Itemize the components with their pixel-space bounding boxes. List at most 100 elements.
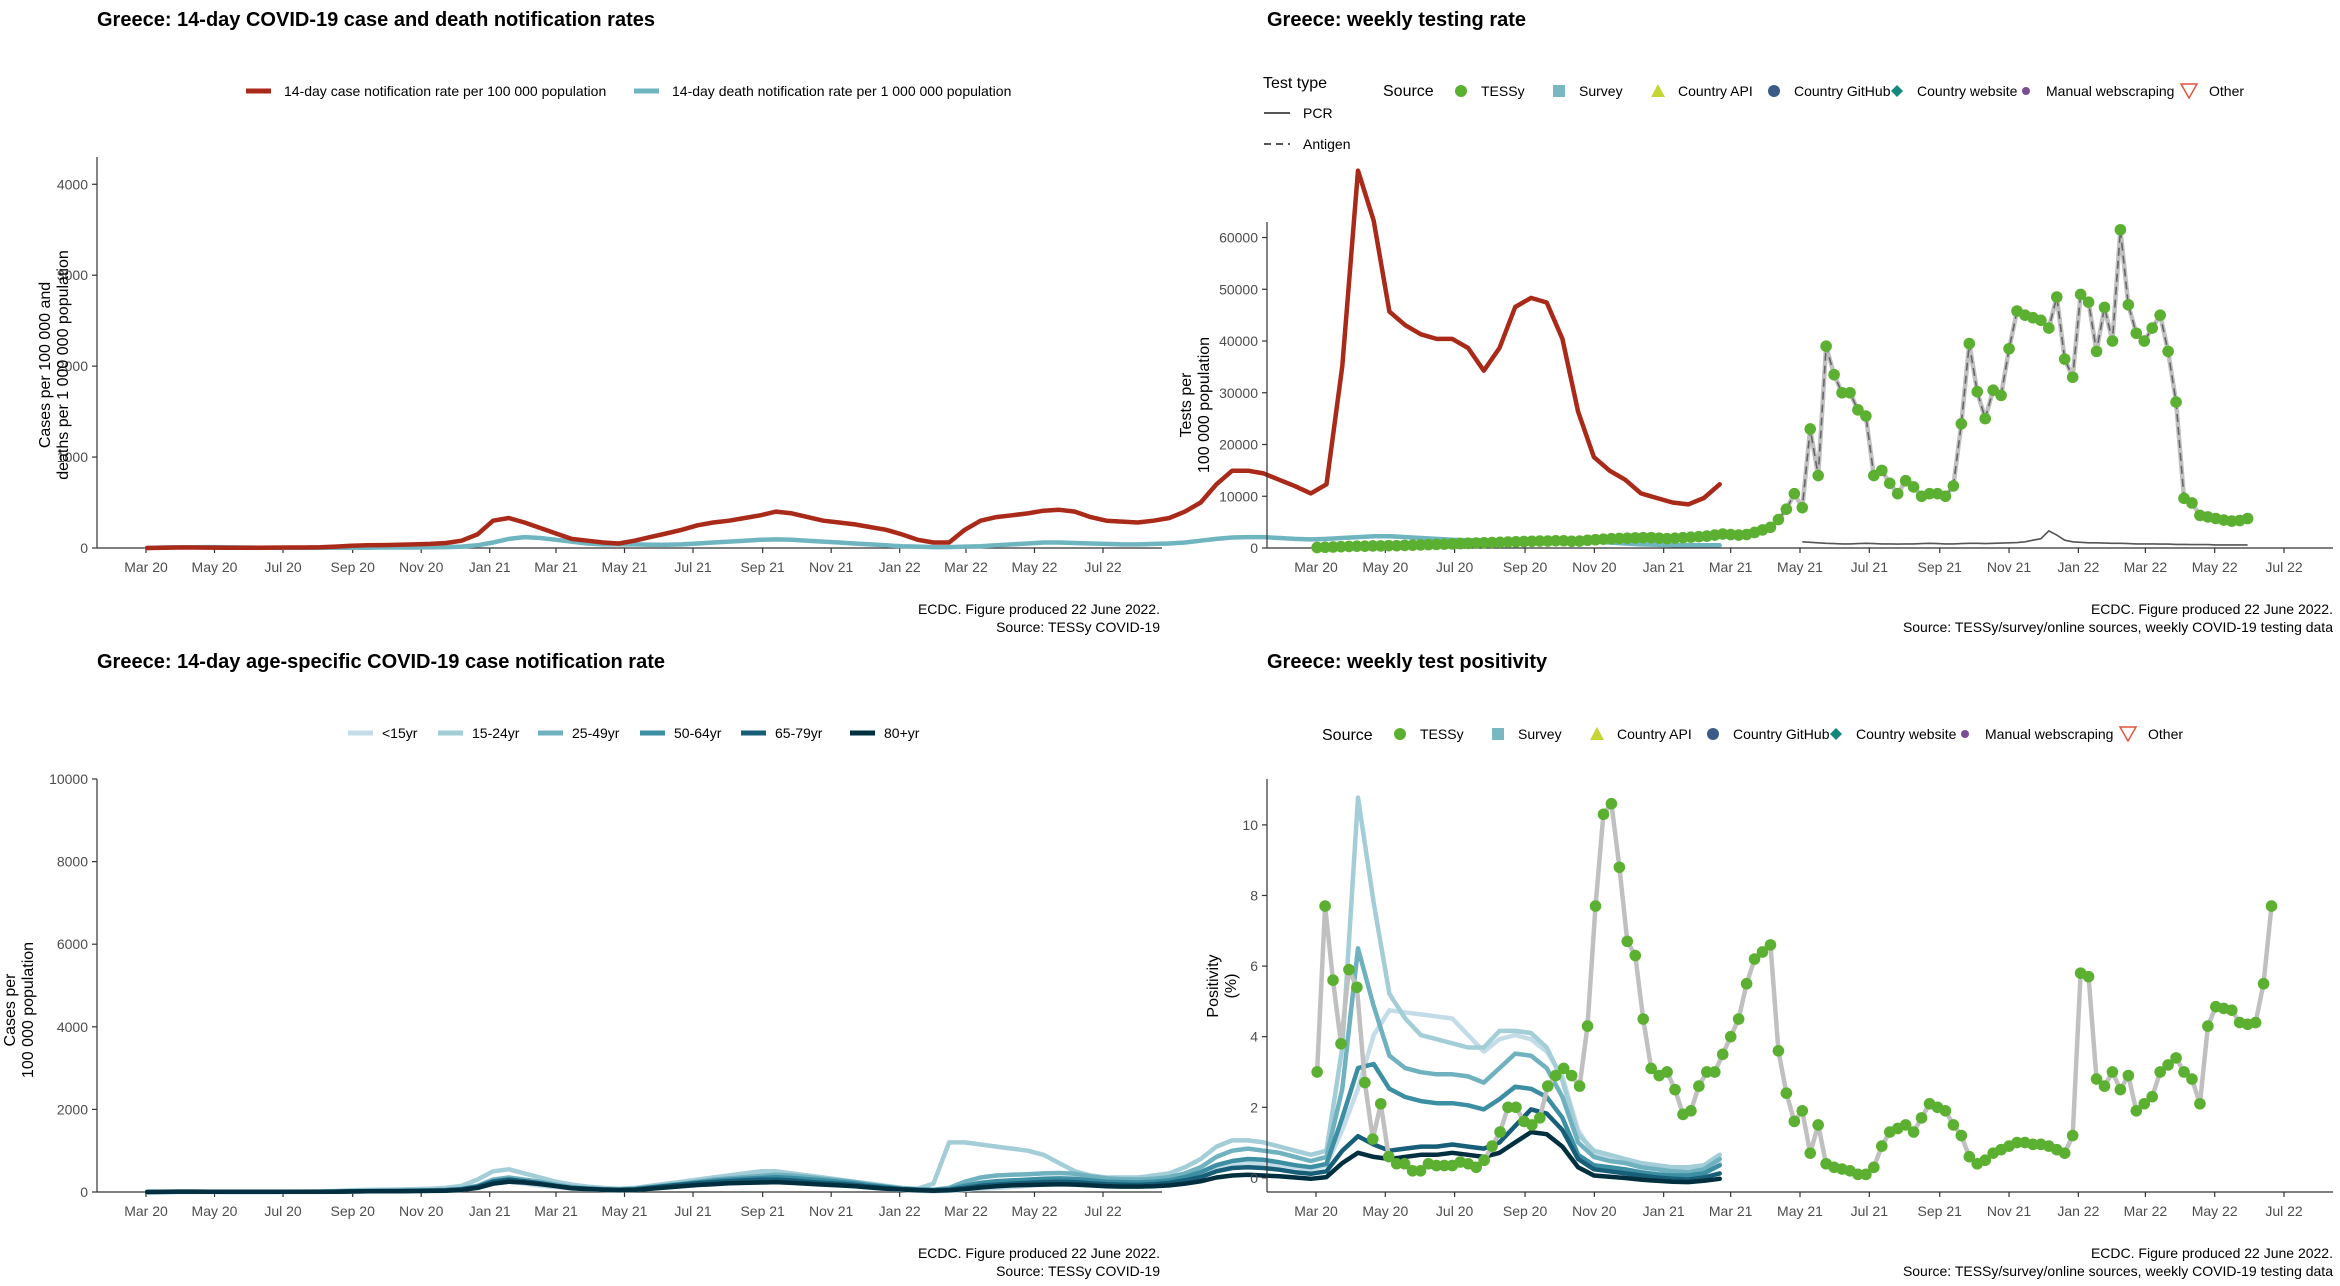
x-tick-label: May 22 xyxy=(1012,559,1058,575)
panel-testing-rate: Greece: weekly testing rate Test type PC… xyxy=(1178,9,2333,635)
data-point xyxy=(1947,1119,1960,1131)
panel2-ylabel-line1: Tests per xyxy=(1178,372,1195,438)
legend-label-15-24yr: 15-24yr xyxy=(472,725,520,741)
y-tick-label: 1000 xyxy=(57,449,88,465)
data-point xyxy=(1398,1157,1411,1170)
y-tick-label: 4000 xyxy=(57,1019,88,1035)
x-tick-label: Mar 22 xyxy=(2124,559,2168,575)
data-point xyxy=(1685,1105,1697,1117)
data-point xyxy=(1557,1062,1570,1075)
panel4-legend-sources: TESSy Survey Country API Country GitHub Coun… xyxy=(1394,726,2183,743)
data-point xyxy=(1883,477,1896,490)
series-line-80-yr xyxy=(144,1129,1722,1195)
x-tick-label: Mar 20 xyxy=(124,559,168,575)
data-point xyxy=(2114,223,2127,236)
legend-label-manual-webscraping: Manual webscraping xyxy=(1985,726,2113,742)
y-tick-label: 10 xyxy=(1242,817,1258,833)
y-tick-label: 0 xyxy=(80,540,88,556)
x-tick-label: Nov 21 xyxy=(809,559,854,575)
data-point xyxy=(2003,342,2015,355)
x-tick-label: Jul 22 xyxy=(2265,559,2303,575)
data-point xyxy=(1740,977,1753,990)
data-point xyxy=(2178,1066,2190,1078)
panel4-ylabel-line1: Positivity xyxy=(1205,954,1222,1017)
data-point xyxy=(2090,1073,2103,1085)
x-tick-label: Jul 22 xyxy=(1084,1203,1122,1219)
x-tick-label: Nov 20 xyxy=(399,559,444,575)
data-point xyxy=(1820,340,1832,352)
data-point xyxy=(1510,1101,1522,1114)
data-point xyxy=(2138,335,2151,347)
x-tick-label: Mar 20 xyxy=(1294,559,1338,575)
data-point xyxy=(1701,1066,1713,1078)
data-point xyxy=(1351,981,1363,994)
data-point xyxy=(1526,1119,1538,1131)
panel2-legend: Test type PCR Antigen Source TESSy Survey… xyxy=(1263,75,2244,152)
data-point xyxy=(2122,1069,2135,1082)
panel2-legend-sources: TESSy Survey Country API Country GitHub Coun… xyxy=(1455,83,2244,100)
panel1-caption-line2: Source: TESSy COVID-19 xyxy=(996,619,1160,635)
x-tick-label: Mar 22 xyxy=(2124,1203,2168,1219)
panel3-axes: 0 2000 4000 6000 8000 10000 Mar 20 May 20 Jul 20… xyxy=(49,771,1162,1219)
data-point xyxy=(1915,1112,1928,1124)
data-point xyxy=(2058,1147,2071,1159)
x-tick-label: Jul 21 xyxy=(674,1203,712,1219)
panel2-title: Greece: weekly testing rate xyxy=(1267,9,1526,31)
data-point xyxy=(2146,322,2159,334)
panel-age-specific-rates: Greece: 14-day age-specific COVID-19 cas… xyxy=(2,651,1722,1279)
data-point xyxy=(2106,335,2119,347)
x-tick-label: Jan 21 xyxy=(469,1203,511,1219)
data-point xyxy=(1876,1140,1888,1152)
x-tick-label: May 21 xyxy=(1777,1203,1823,1219)
legend-label-50-64yr: 50-64yr xyxy=(674,725,722,741)
x-tick-label: Jan 22 xyxy=(2057,1203,2099,1219)
data-point xyxy=(2249,1016,2262,1029)
y-tick-label: 4 xyxy=(1250,1029,1258,1045)
data-point xyxy=(2122,298,2135,311)
legend-key-other xyxy=(2118,726,2138,743)
panel4-plot-area xyxy=(1311,797,2278,1181)
x-tick-label: Sep 21 xyxy=(1918,559,1963,575)
data-point xyxy=(2011,1136,2023,1149)
x-tick-label: Jul 20 xyxy=(264,1203,302,1219)
data-point xyxy=(1804,1147,1817,1159)
data-point xyxy=(1979,412,1991,425)
panel2-ylabel-line2: 100 000 population xyxy=(1196,337,1213,473)
data-point xyxy=(1971,385,1984,398)
panel3-caption-line1: ECDC. Figure produced 22 June 2022. xyxy=(918,1245,1160,1261)
data-point xyxy=(1772,1045,1785,1057)
x-tick-label: Nov 21 xyxy=(809,1203,854,1219)
y-tick-label: 60000 xyxy=(1219,230,1258,246)
x-tick-label: Sep 21 xyxy=(740,1203,785,1219)
data-point xyxy=(1796,1105,1809,1117)
data-point xyxy=(1868,1161,1880,1174)
data-point xyxy=(1844,386,1856,399)
data-point xyxy=(1788,1115,1801,1128)
total-tests-line xyxy=(1317,227,2249,550)
x-tick-label: May 21 xyxy=(602,559,648,575)
x-tick-label: Mar 20 xyxy=(124,1203,168,1219)
data-point xyxy=(2170,1052,2182,1064)
panel1-legend: 14-day case notification rate per 100 00… xyxy=(246,83,1011,99)
data-point xyxy=(2257,977,2270,990)
data-point xyxy=(1899,1119,1912,1131)
data-point xyxy=(1374,1097,1387,1110)
data-point xyxy=(1963,1150,1976,1163)
y-tick-label: 4000 xyxy=(57,176,88,192)
panel1-plot-area xyxy=(144,168,1722,551)
data-point xyxy=(1995,389,2007,402)
x-tick-label: Jan 21 xyxy=(469,559,511,575)
x-tick-label: May 21 xyxy=(1777,559,1823,575)
x-tick-label: Mar 20 xyxy=(1294,1203,1338,1219)
panel1-ylabel-line1: Cases per 100 000 and xyxy=(37,282,54,448)
x-tick-label: Sep 20 xyxy=(1503,559,1548,575)
data-point xyxy=(1327,974,1339,987)
data-point xyxy=(1486,1140,1498,1152)
x-tick-label: Jul 21 xyxy=(1851,1203,1889,1219)
panel3-ylabel-line2: 100 000 population xyxy=(20,942,37,1078)
data-point xyxy=(1804,423,1817,435)
data-point xyxy=(1549,534,1562,547)
x-tick-label: Mar 22 xyxy=(944,1203,988,1219)
x-tick-label: May 20 xyxy=(1362,559,1408,575)
y-tick-label: 10000 xyxy=(1219,488,1258,504)
